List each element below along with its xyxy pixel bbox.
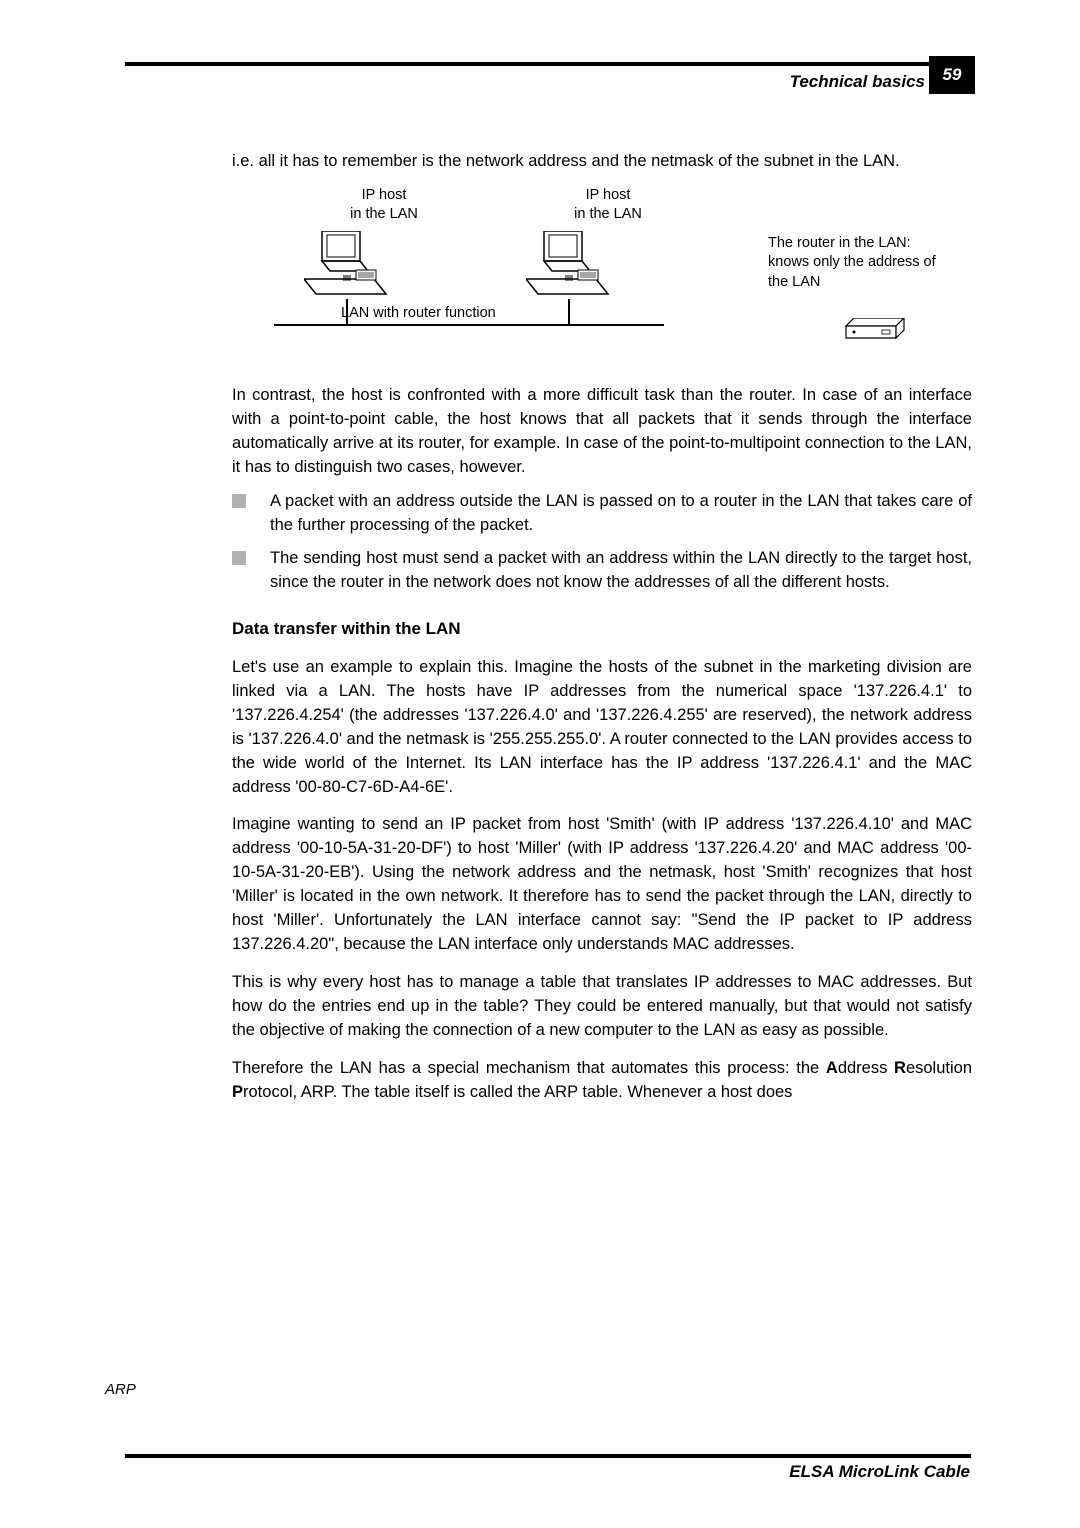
host-label-1-line1: IP host (362, 187, 407, 203)
bullet-list: A packet with an address outside the LAN… (232, 490, 972, 596)
p6-prefix: Therefore the LAN has a special mechanis… (232, 1059, 826, 1077)
lan-label: LAN with router function (341, 304, 496, 323)
lan-bus-line (274, 324, 664, 326)
intro-paragraph: i.e. all it has to remember is the netwo… (232, 150, 972, 174)
header-rule (125, 62, 971, 66)
p6-m1: ddress (838, 1059, 894, 1077)
computer-icon-1 (304, 231, 394, 301)
computer-icon-2 (526, 231, 616, 301)
host-label-2-line2: in the LAN (574, 206, 642, 222)
bullet-marker-icon (232, 494, 246, 508)
footer-rule (125, 1454, 971, 1458)
section-heading: Data transfer within the LAN (232, 617, 972, 642)
bullet-item-2: The sending host must send a packet with… (232, 547, 972, 595)
paragraph-4: Imagine wanting to send an IP packet fro… (232, 813, 972, 957)
router-description: The router in the LAN:knows only the add… (768, 234, 948, 293)
host-label-2: IP host in the LAN (558, 186, 658, 224)
margin-note-arp: ARP (105, 1379, 136, 1401)
header-section-title: Technical basics (790, 70, 925, 95)
paragraph-2: In contrast, the host is confronted with… (232, 384, 972, 480)
p6-b3: P (232, 1083, 243, 1101)
p6-m2: esolution (906, 1059, 972, 1077)
main-content: i.e. all it has to remember is the netwo… (232, 150, 972, 1115)
page-number: 59 (943, 63, 962, 88)
bullet-marker-icon (232, 551, 246, 565)
host-label-2-line1: IP host (586, 187, 631, 203)
paragraph-3: Let's use an example to explain this. Im… (232, 656, 972, 800)
p6-b1: A (826, 1059, 838, 1077)
paragraph-6: Therefore the LAN has a special mechanis… (232, 1057, 972, 1105)
p6-suffix: rotocol, ARP. The table itself is called… (243, 1083, 792, 1101)
host-label-1-line2: in the LAN (350, 206, 418, 222)
p6-b2: R (894, 1059, 906, 1077)
bullet-text-1: A packet with an address outside the LAN… (270, 490, 972, 538)
connector-2 (568, 299, 570, 325)
bullet-item-1: A packet with an address outside the LAN… (232, 490, 972, 538)
router-icon (844, 318, 906, 344)
footer-product-name: ELSA MicroLink Cable (789, 1460, 970, 1485)
paragraph-5: This is why every host has to manage a t… (232, 971, 972, 1043)
lan-diagram: IP host in the LAN IP host in the LAN (274, 186, 954, 366)
bullet-text-2: The sending host must send a packet with… (270, 547, 972, 595)
page-number-badge: 59 (929, 56, 975, 94)
host-label-1: IP host in the LAN (334, 186, 434, 224)
